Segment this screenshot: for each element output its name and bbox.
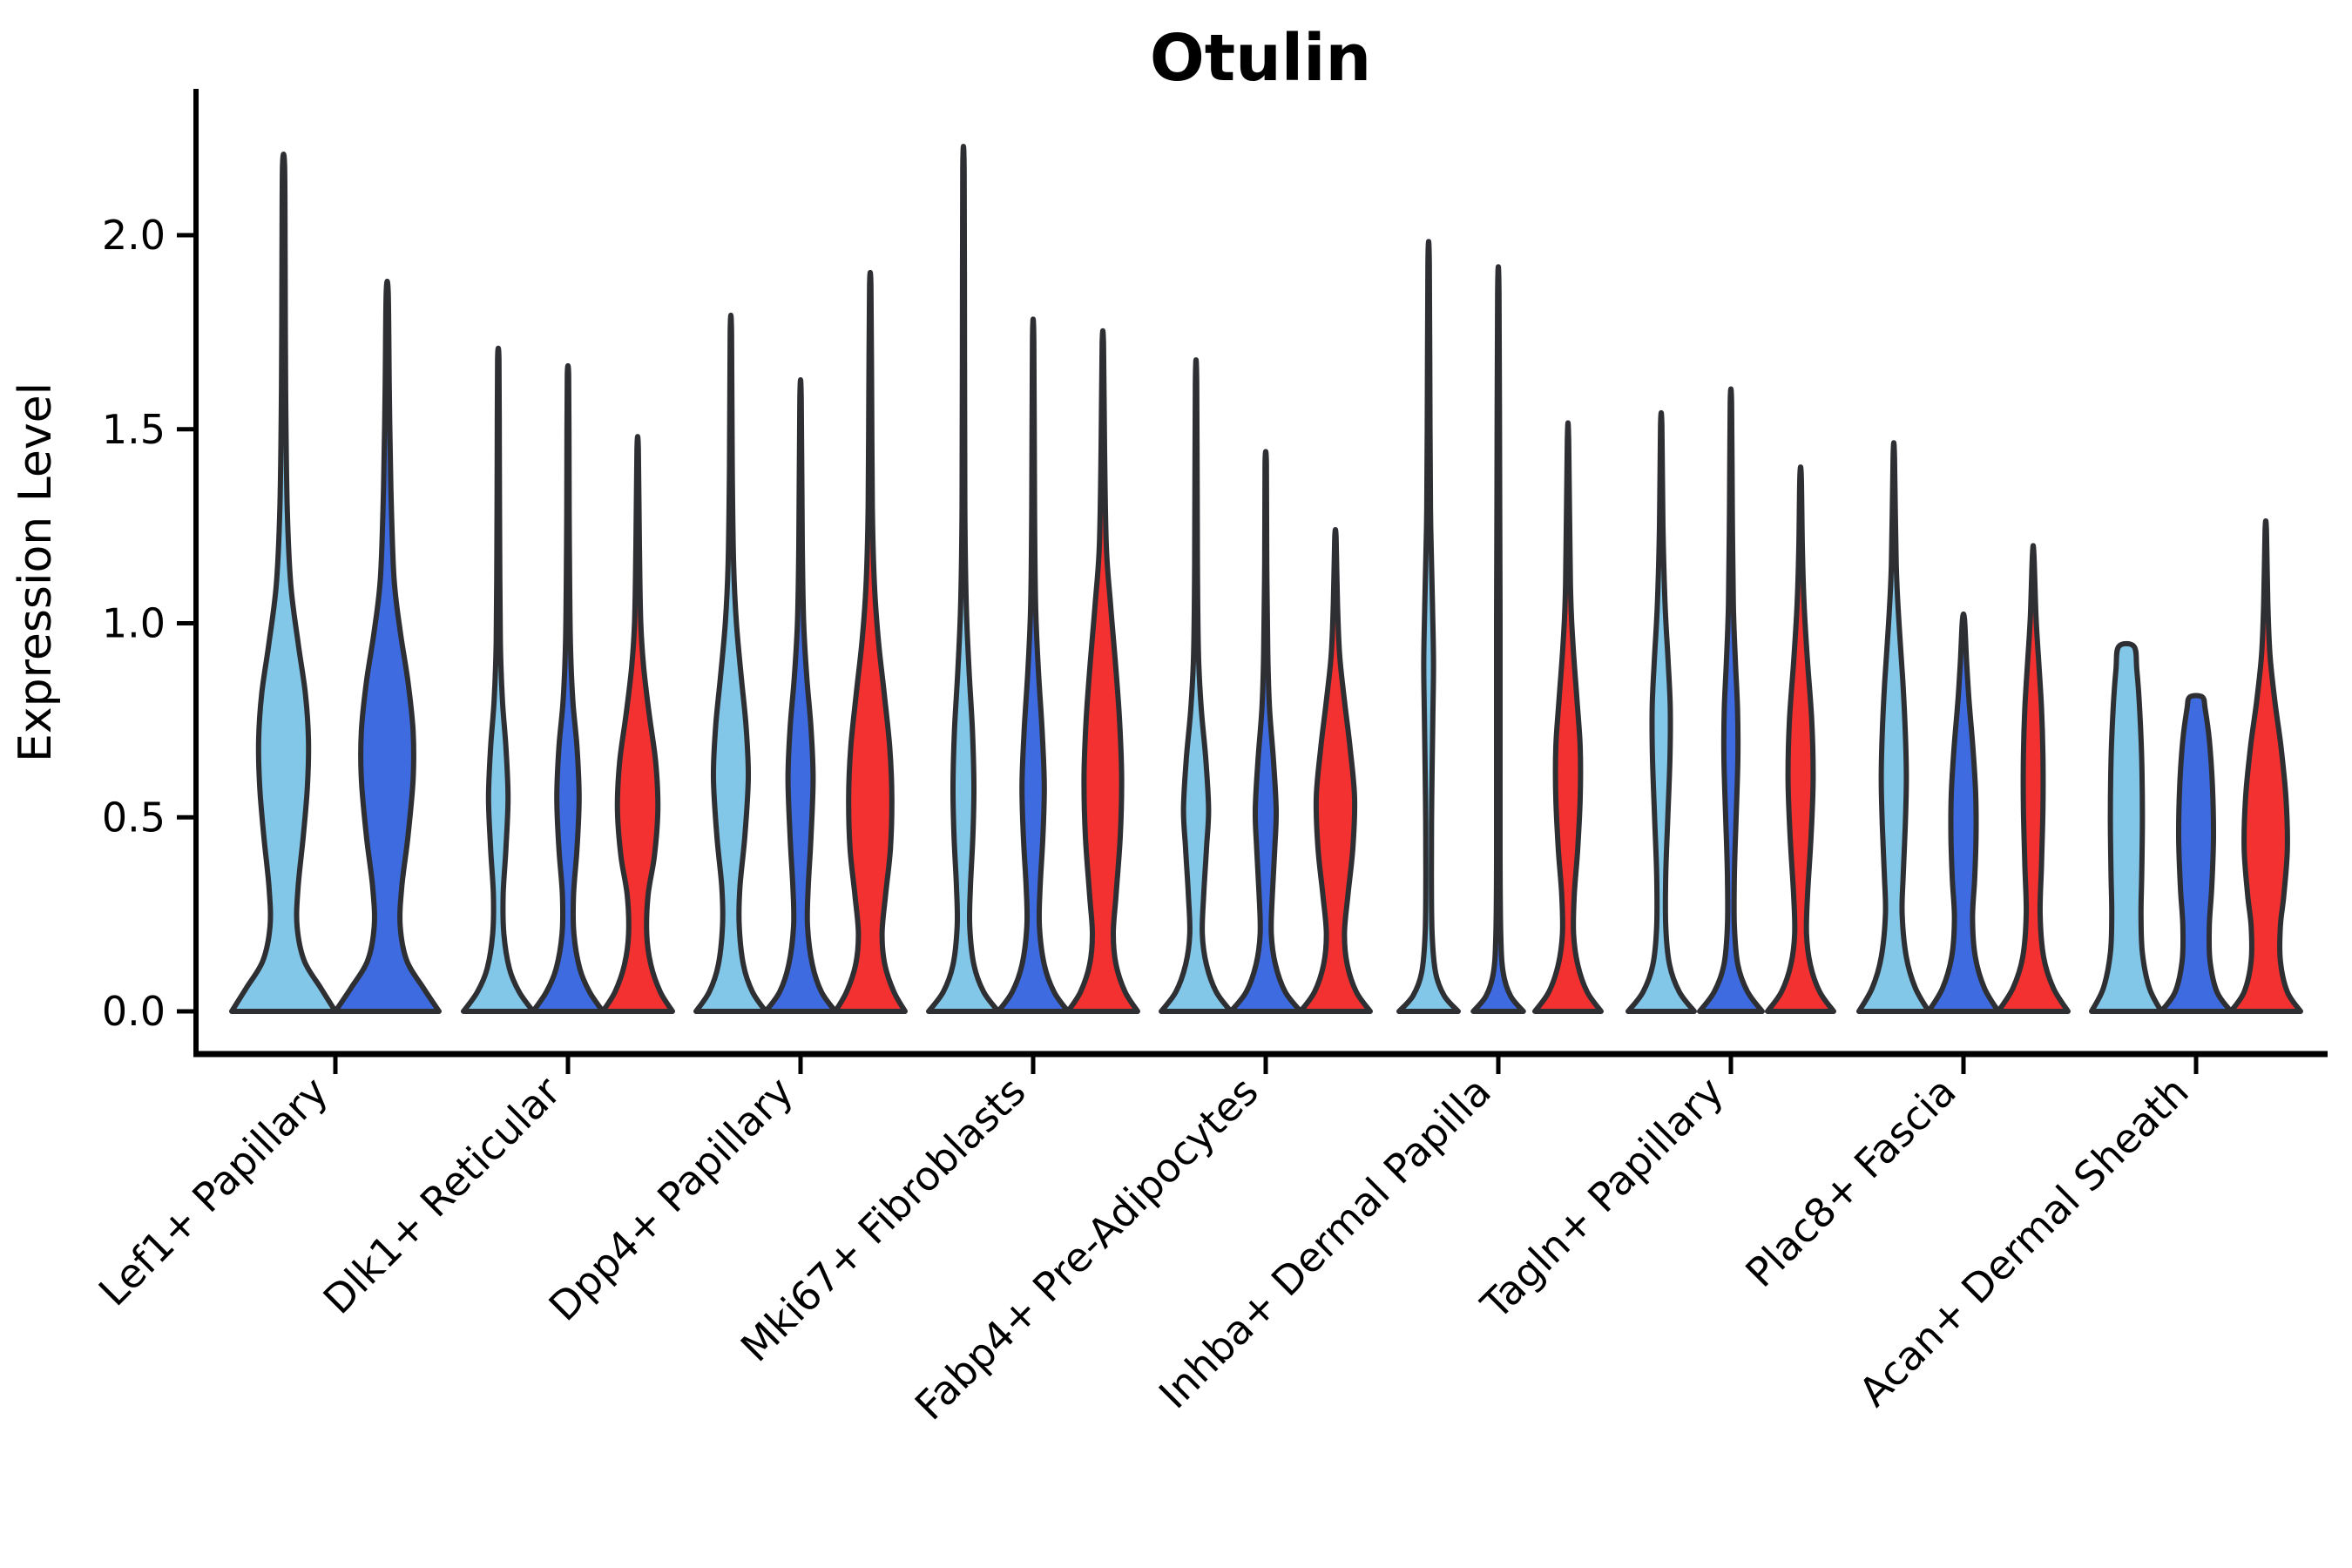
violin-acan-dermal-sheath-dark_blue (2159, 693, 2234, 1014)
y-axis-title: Expression Level (10, 382, 62, 762)
violin-mki67-fibroblasts-red (1065, 328, 1140, 1014)
violin-inhba-dermal-papilla-red (1532, 420, 1604, 1014)
x-axis-label: Dpp4+ Papillary (540, 1068, 802, 1330)
violin-inhba-dermal-papilla-dark_blue (1470, 264, 1526, 1014)
y-tick-label: 2.0 (102, 212, 166, 259)
violin-dlk1-reticular-red (600, 434, 675, 1014)
violin-plac8-fascia-light_blue (1856, 440, 1931, 1014)
violin-series-layer (229, 144, 2303, 1014)
y-tick-label: 1.0 (102, 600, 166, 647)
violin-dpp4-papillary-dark_blue (763, 376, 838, 1014)
x-axis-label: Dlk1+ Reticular (314, 1068, 570, 1323)
violin-lef1-papillary-light_blue (229, 151, 338, 1014)
violin-dpp4-papillary-red (833, 269, 908, 1014)
violin-tagln-papillary-dark_blue (1697, 386, 1765, 1014)
violin-fabp4-pre-adipocytes-red (1298, 527, 1373, 1014)
y-axis-ticks: 0.0 0.5 1.0 1.5 2.0 (102, 212, 196, 1035)
x-axis-label: Lef1+ Papillary (90, 1068, 337, 1315)
violin-mki67-fibroblasts-dark_blue (996, 316, 1071, 1014)
violin-tagln-papillary-red (1765, 464, 1836, 1014)
violin-inhba-dermal-papilla-light_blue (1396, 239, 1461, 1014)
violin-acan-dermal-sheath-light_blue (2089, 640, 2164, 1014)
violin-fabp4-pre-adipocytes-light_blue (1159, 357, 1233, 1014)
violin-dlk1-reticular-light_blue (461, 345, 536, 1014)
x-axis-label: Tagln+ Papillary (1471, 1068, 1733, 1329)
violin-plac8-fascia-dark_blue (1926, 611, 2001, 1014)
violin-mki67-fibroblasts-light_blue (926, 144, 1001, 1014)
violin-dlk1-reticular-dark_blue (531, 362, 605, 1014)
x-axis-label: Plac8+ Fascia (1736, 1068, 1964, 1296)
violin-acan-dermal-sheath-red (2228, 518, 2303, 1014)
violin-dpp4-papillary-light_blue (693, 312, 768, 1014)
y-tick-label: 0.0 (102, 988, 166, 1035)
violin-plac8-fascia-red (1996, 543, 2071, 1014)
violin-fabp4-pre-adipocytes-dark_blue (1228, 449, 1303, 1014)
chart-title: Otulin (1150, 21, 1371, 96)
x-axis-ticks (333, 1054, 2199, 1074)
y-tick-label: 0.5 (102, 794, 166, 841)
violin-lef1-papillary-dark_blue (333, 278, 442, 1014)
violin-tagln-papillary-light_blue (1625, 409, 1697, 1014)
y-tick-label: 1.5 (102, 406, 166, 453)
